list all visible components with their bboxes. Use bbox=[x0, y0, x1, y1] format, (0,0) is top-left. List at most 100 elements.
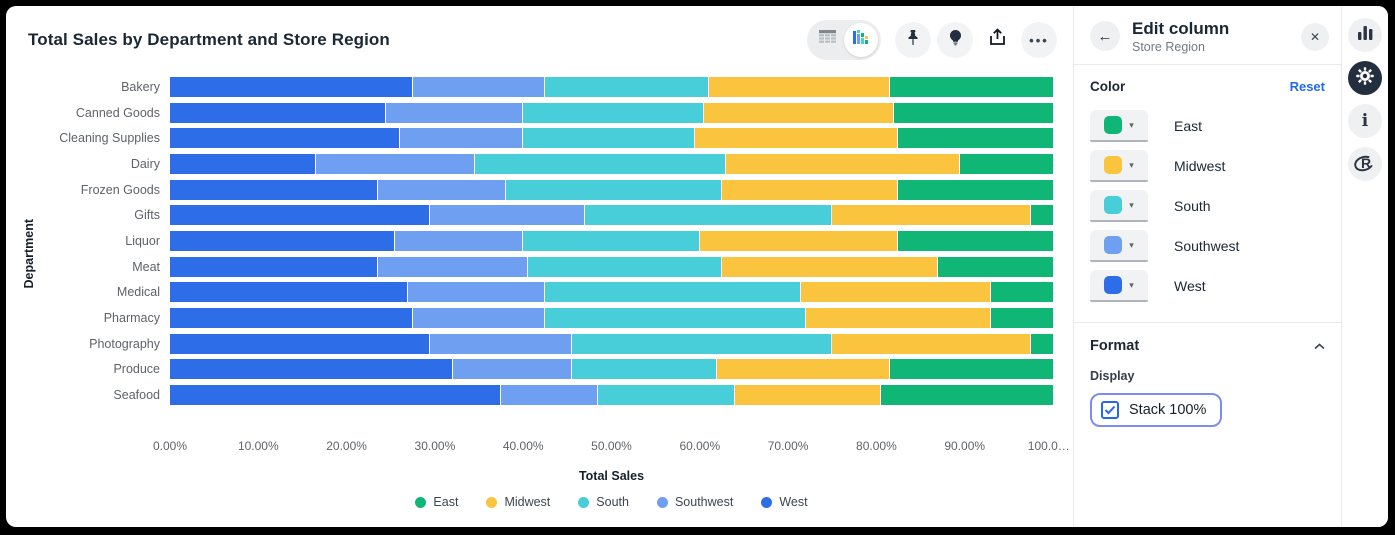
bar-segment-midwest[interactable] bbox=[832, 333, 1031, 354]
bar-segment-midwest[interactable] bbox=[721, 179, 899, 200]
stacked-bar[interactable] bbox=[170, 385, 1053, 406]
bar-segment-west[interactable] bbox=[170, 205, 431, 226]
bar-segment-west[interactable] bbox=[170, 308, 413, 329]
legend-item[interactable]: West bbox=[761, 495, 808, 509]
bar-segment-west[interactable] bbox=[170, 128, 400, 149]
bar-segment-east[interactable] bbox=[1030, 205, 1053, 226]
bar-segment-east[interactable] bbox=[894, 102, 1053, 123]
bar-segment-west[interactable] bbox=[170, 333, 431, 354]
bar-segment-southwest[interactable] bbox=[315, 153, 475, 174]
legend-item[interactable]: Midwest bbox=[486, 495, 550, 509]
bar-segment-west[interactable] bbox=[170, 102, 387, 123]
bar-segment-west[interactable] bbox=[170, 256, 378, 277]
color-swatch-dropdown[interactable]: ▾ bbox=[1090, 230, 1148, 262]
bar-segment-south[interactable] bbox=[474, 153, 727, 174]
stacked-bar[interactable] bbox=[170, 256, 1053, 277]
share-button[interactable] bbox=[979, 22, 1015, 58]
bar-segment-south[interactable] bbox=[505, 179, 722, 200]
bar-segment-east[interactable] bbox=[960, 153, 1053, 174]
bar-segment-midwest[interactable] bbox=[801, 282, 992, 303]
bar-segment-midwest[interactable] bbox=[721, 256, 939, 277]
stacked-bar[interactable] bbox=[170, 76, 1053, 97]
stacked-bar[interactable] bbox=[170, 179, 1053, 200]
insights-button[interactable] bbox=[937, 22, 973, 58]
bar-segment-southwest[interactable] bbox=[377, 179, 506, 200]
bar-segment-east[interactable] bbox=[889, 359, 1053, 380]
bar-segment-west[interactable] bbox=[170, 76, 413, 97]
bar-segment-west[interactable] bbox=[170, 359, 453, 380]
bar-segment-west[interactable] bbox=[170, 179, 378, 200]
bar-segment-east[interactable] bbox=[1030, 333, 1053, 354]
bar-segment-midwest[interactable] bbox=[708, 76, 890, 97]
legend-item[interactable]: Southwest bbox=[656, 495, 733, 509]
rail-settings-button[interactable] bbox=[1348, 61, 1382, 95]
stacked-bar[interactable] bbox=[170, 153, 1053, 174]
bar-segment-southwest[interactable] bbox=[430, 205, 585, 226]
bar-segment-southwest[interactable] bbox=[430, 333, 572, 354]
stacked-bar[interactable] bbox=[170, 102, 1053, 123]
legend-item[interactable]: South bbox=[578, 495, 629, 509]
bar-segment-southwest[interactable] bbox=[408, 282, 546, 303]
color-swatch-dropdown[interactable]: ▾ bbox=[1090, 190, 1148, 222]
bar-segment-west[interactable] bbox=[170, 153, 316, 174]
bar-segment-southwest[interactable] bbox=[412, 308, 546, 329]
bar-segment-east[interactable] bbox=[889, 76, 1053, 97]
chevron-up-icon[interactable] bbox=[1314, 337, 1325, 355]
rail-r-button[interactable]: R bbox=[1348, 147, 1382, 181]
bar-segment-midwest[interactable] bbox=[717, 359, 890, 380]
bar-segment-east[interactable] bbox=[898, 179, 1053, 200]
bar-segment-southwest[interactable] bbox=[412, 76, 546, 97]
stack-100-checkbox[interactable] bbox=[1101, 401, 1119, 419]
bar-segment-south[interactable] bbox=[523, 102, 705, 123]
rail-info-button[interactable]: i bbox=[1348, 104, 1382, 138]
bar-segment-midwest[interactable] bbox=[699, 230, 899, 251]
bar-segment-east[interactable] bbox=[898, 230, 1053, 251]
bar-segment-south[interactable] bbox=[523, 128, 696, 149]
more-button[interactable]: ••• bbox=[1021, 22, 1057, 58]
bar-segment-midwest[interactable] bbox=[726, 153, 961, 174]
stacked-bar[interactable] bbox=[170, 359, 1053, 380]
pin-button[interactable] bbox=[895, 22, 931, 58]
stacked-bar[interactable] bbox=[170, 230, 1053, 251]
rail-chart-button[interactable] bbox=[1348, 18, 1382, 52]
bar-segment-southwest[interactable] bbox=[395, 230, 524, 251]
close-button[interactable]: ✕ bbox=[1301, 23, 1329, 51]
bar-segment-southwest[interactable] bbox=[501, 385, 599, 406]
bar-segment-south[interactable] bbox=[571, 359, 718, 380]
bar-segment-west[interactable] bbox=[170, 385, 502, 406]
bar-segment-south[interactable] bbox=[571, 333, 833, 354]
bar-segment-east[interactable] bbox=[991, 282, 1053, 303]
bar-segment-midwest[interactable] bbox=[704, 102, 895, 123]
bar-segment-west[interactable] bbox=[170, 282, 409, 303]
color-swatch-dropdown[interactable]: ▾ bbox=[1090, 110, 1148, 142]
bar-segment-south[interactable] bbox=[598, 385, 736, 406]
chart-view-button[interactable] bbox=[844, 23, 878, 57]
bar-segment-southwest[interactable] bbox=[386, 102, 524, 123]
bar-segment-west[interactable] bbox=[170, 230, 396, 251]
bar-segment-southwest[interactable] bbox=[377, 256, 528, 277]
bar-segment-south[interactable] bbox=[545, 308, 806, 329]
legend-item[interactable]: East bbox=[415, 495, 458, 509]
stacked-bar[interactable] bbox=[170, 205, 1053, 226]
bar-segment-midwest[interactable] bbox=[832, 205, 1031, 226]
back-button[interactable]: ← bbox=[1090, 21, 1120, 51]
bar-segment-south[interactable] bbox=[545, 282, 802, 303]
color-swatch-dropdown[interactable]: ▾ bbox=[1090, 150, 1148, 182]
bar-segment-midwest[interactable] bbox=[695, 128, 899, 149]
bar-segment-midwest[interactable] bbox=[805, 308, 992, 329]
bar-segment-south[interactable] bbox=[523, 230, 700, 251]
stack-100-control[interactable]: Stack 100% bbox=[1090, 393, 1223, 427]
bar-segment-east[interactable] bbox=[938, 256, 1053, 277]
bar-segment-east[interactable] bbox=[880, 385, 1053, 406]
stacked-bar[interactable] bbox=[170, 282, 1053, 303]
bar-segment-southwest[interactable] bbox=[452, 359, 572, 380]
bar-segment-south[interactable] bbox=[585, 205, 833, 226]
table-view-button[interactable] bbox=[810, 23, 844, 57]
stacked-bar[interactable] bbox=[170, 128, 1053, 149]
bar-segment-south[interactable] bbox=[545, 76, 709, 97]
bar-segment-south[interactable] bbox=[527, 256, 722, 277]
reset-link[interactable]: Reset bbox=[1289, 79, 1325, 94]
color-swatch-dropdown[interactable]: ▾ bbox=[1090, 270, 1148, 302]
bar-segment-midwest[interactable] bbox=[735, 385, 881, 406]
stacked-bar[interactable] bbox=[170, 308, 1053, 329]
